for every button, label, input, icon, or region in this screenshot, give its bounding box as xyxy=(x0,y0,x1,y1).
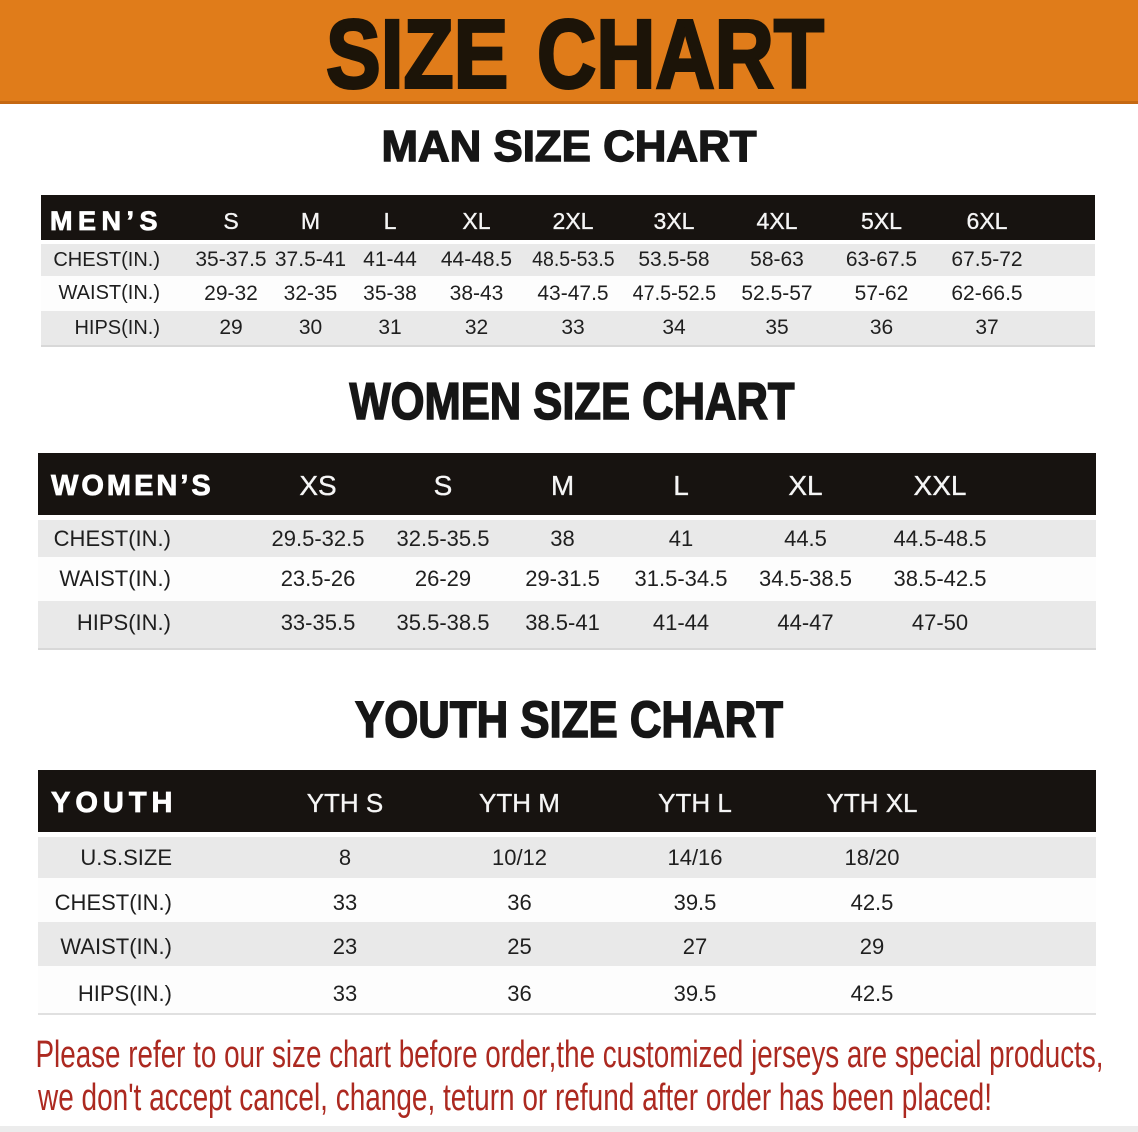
svg-text:we don't accept cancel, change: we don't accept cancel, change, teturn o… xyxy=(37,1077,992,1119)
svg-text:Please refer to our size chart: Please refer to our size chart before or… xyxy=(36,1034,1104,1076)
svg-text:MAN SIZE CHART: MAN SIZE CHART xyxy=(382,122,757,171)
svg-text:WOMEN SIZE CHART: WOMEN SIZE CHART xyxy=(350,373,795,431)
svg-text:YOUTH SIZE CHART: YOUTH SIZE CHART xyxy=(355,691,783,748)
svg-text:SIZE CHART: SIZE CHART xyxy=(326,0,824,104)
